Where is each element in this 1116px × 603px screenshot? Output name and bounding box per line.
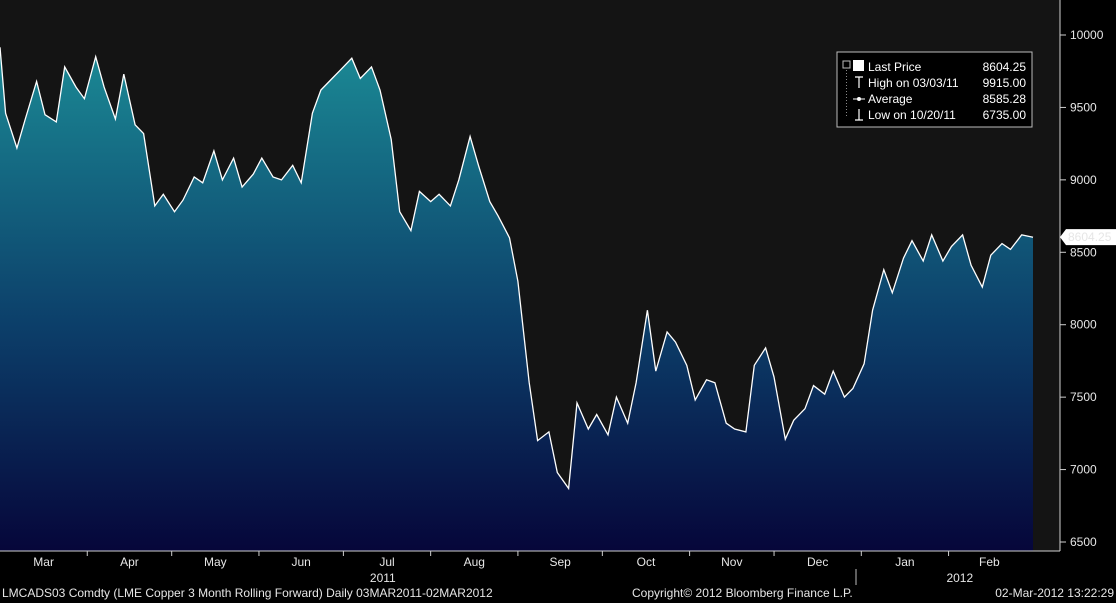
legend-collapse-icon[interactable] bbox=[842, 60, 851, 69]
y-tick-label: 8500 bbox=[1070, 245, 1097, 259]
legend-last-price-value: 8604.25 bbox=[983, 60, 1027, 74]
y-tick-label: 10000 bbox=[1070, 28, 1104, 42]
legend-average-value: 8585.28 bbox=[983, 92, 1027, 106]
y-tick-label: 8000 bbox=[1070, 318, 1097, 332]
x-tick-label: Aug bbox=[464, 555, 485, 569]
last-price-marker: 8604.25 bbox=[1060, 229, 1116, 246]
average-dot-icon bbox=[857, 97, 861, 101]
legend-box: Last Price 8604.25 High on 03/03/11 9915… bbox=[836, 51, 1033, 128]
y-tick-label: 9500 bbox=[1070, 100, 1097, 114]
price-area-fill bbox=[0, 47, 1033, 552]
y-tick-label: 7000 bbox=[1070, 463, 1097, 477]
year-label: 2011 bbox=[370, 571, 396, 585]
legend-low-value: 6735.00 bbox=[983, 108, 1027, 122]
price-line bbox=[0, 47, 1034, 491]
legend-last-price-label: Last Price bbox=[868, 60, 922, 74]
legend-background bbox=[836, 51, 1033, 128]
low-marker-icon bbox=[855, 109, 863, 121]
y-axis: 6500 7000 7500 8000 8500 9000 9500 10000 bbox=[1060, 28, 1104, 549]
x-tick-label: Jan bbox=[895, 555, 914, 569]
last-price-arrow bbox=[1060, 229, 1116, 246]
x-tick-label: Jul bbox=[379, 555, 394, 569]
legend-low-label: Low on 10/20/11 bbox=[868, 108, 956, 122]
legend-high-value: 9915.00 bbox=[983, 76, 1027, 90]
legend-high-label: High on 03/03/11 bbox=[868, 76, 959, 90]
year-axis: 2011 2012 bbox=[370, 571, 974, 585]
x-tick-label: Apr bbox=[120, 555, 139, 569]
legend-average-label: Average bbox=[868, 92, 913, 106]
footer-timestamp: 02-Mar-2012 13:22:29 bbox=[995, 586, 1114, 600]
x-tick-label: Dec bbox=[807, 555, 828, 569]
x-tick-label: Nov bbox=[721, 555, 742, 569]
footer-ticker: LMCADS03 Comdty (LME Copper 3 Month Roll… bbox=[2, 586, 493, 600]
x-tick-label: Oct bbox=[637, 555, 656, 569]
x-tick-label: May bbox=[204, 555, 227, 569]
footer-copyright: Copyright© 2012 Bloomberg Finance L.P. bbox=[632, 586, 853, 600]
x-tick-label: Jun bbox=[291, 555, 310, 569]
y-tick-label: 7500 bbox=[1070, 390, 1097, 404]
high-marker-icon bbox=[855, 76, 863, 88]
y-tick-label: 6500 bbox=[1070, 535, 1097, 549]
x-tick-label: Feb bbox=[979, 555, 1000, 569]
price-area bbox=[0, 47, 1034, 552]
last-price-label: 8604.25 bbox=[1068, 230, 1112, 244]
x-axis: Mar Apr May Jun Jul Aug Sep Oct Nov Dec Jan Feb bbox=[33, 551, 1000, 569]
last-price-swatch-icon bbox=[853, 60, 864, 71]
x-tick-label: Sep bbox=[549, 555, 571, 569]
y-tick-label: 9000 bbox=[1070, 173, 1097, 187]
year-label: 2012 bbox=[946, 571, 973, 585]
x-tick-label: Mar bbox=[33, 555, 54, 569]
